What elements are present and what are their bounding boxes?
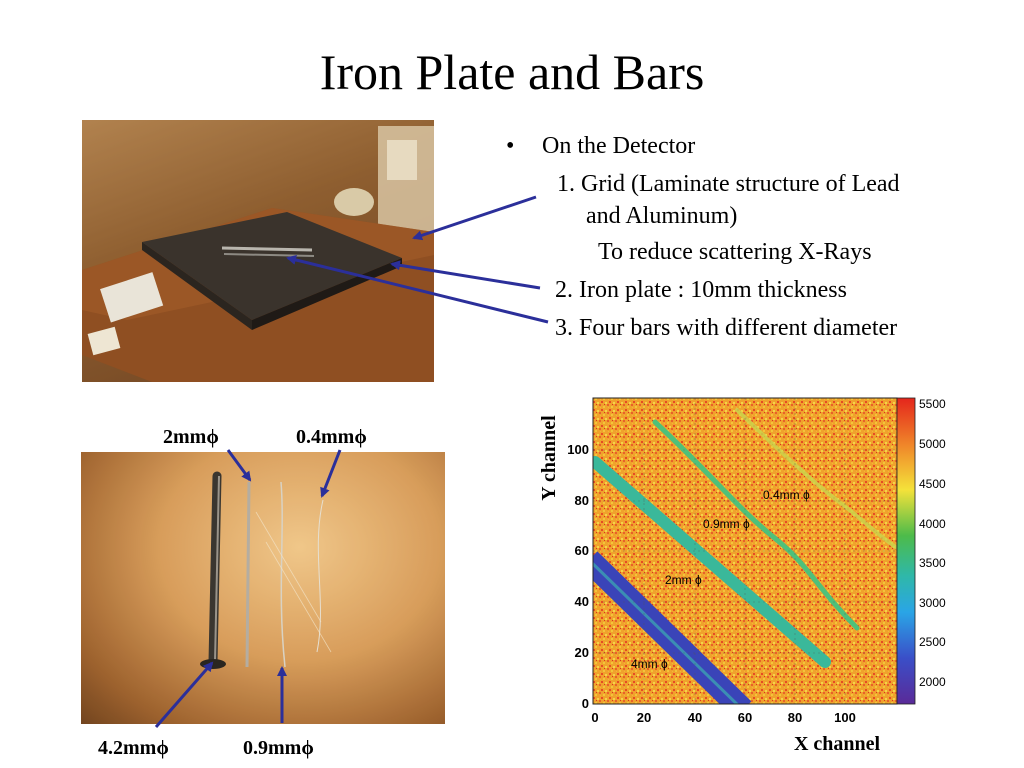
cbar-tick-5500: 5500 (919, 397, 946, 411)
heatmap-grid (593, 398, 897, 704)
x-tick-0: 0 (591, 710, 598, 725)
bars-photo-drawing (81, 452, 445, 724)
x-tick-40: 40 (688, 710, 702, 725)
label-0-4mm: 0.4mmϕ (296, 426, 367, 448)
label-4-2mm: 4.2mmϕ (98, 737, 169, 759)
bullet-marker: • (506, 133, 515, 159)
item-2: 2. Iron plate : 10mm thickness (555, 277, 847, 303)
y-tick-0: 0 (582, 696, 589, 711)
x-tick-20: 20 (637, 710, 651, 725)
y-tick-40: 40 (575, 594, 589, 609)
heatmap-stripes (593, 408, 897, 704)
heatmap-svg: 0.4mm ϕ 0.9mm ϕ 2mm ϕ 4mm ϕ 0 20 40 60 8… (538, 397, 946, 755)
item-1-note: To reduce scattering X-Rays (598, 239, 872, 265)
detector-photo (82, 120, 434, 382)
heatmap-figure: 0.4mm ϕ 0.9mm ϕ 2mm ϕ 4mm ϕ 0 20 40 60 8… (527, 388, 957, 758)
y-tick-100: 100 (567, 442, 589, 457)
colorbar (896, 397, 916, 705)
stripe-0-4mm (735, 408, 897, 550)
stripe-2mm (593, 456, 831, 668)
item-3: 3. Four bars with different diameter (555, 315, 898, 341)
annotation-0-4mm: 0.4mm ϕ (763, 488, 810, 502)
annotation-0-9mm: 0.9mm ϕ (703, 517, 750, 531)
cbar-tick-2500: 2500 (919, 635, 946, 649)
cbar-tick-3500: 3500 (919, 556, 946, 570)
cbar-tick-4000: 4000 (919, 517, 946, 531)
stripe-0-9mm (652, 419, 860, 631)
x-tick-100: 100 (834, 710, 856, 725)
y-tick-80: 80 (575, 493, 589, 508)
x-tick-80: 80 (788, 710, 802, 725)
label-2mm: 2mmϕ (163, 426, 219, 448)
slide-title: Iron Plate and Bars (319, 44, 705, 100)
colorbar-ticks: 5500 5000 4500 4000 3500 3000 2500 2000 (919, 397, 946, 689)
cbar-tick-2000: 2000 (919, 675, 946, 689)
y-tick-60: 60 (575, 543, 589, 558)
label-0-9mm: 0.9mmϕ (243, 737, 314, 759)
cbar-tick-3000: 3000 (919, 596, 946, 610)
bullet-main: On the Detector (542, 133, 696, 159)
x-axis-title: X channel (794, 733, 881, 755)
y-axis-title: Y channel (538, 415, 560, 501)
annotation-2mm: 2mm ϕ (665, 573, 702, 587)
y-tick-20: 20 (575, 645, 589, 660)
x-tick-60: 60 (738, 710, 752, 725)
annotation-4mm: 4mm ϕ (631, 657, 668, 671)
bars-photo (81, 452, 445, 724)
cbar-tick-5000: 5000 (919, 437, 946, 451)
cbar-tick-4500: 4500 (919, 477, 946, 491)
item-1-line-2: and Aluminum) (586, 203, 738, 229)
detector-photo-drawing (82, 120, 434, 382)
item-1-line-1: 1. Grid (Laminate structure of Lead (557, 171, 900, 197)
